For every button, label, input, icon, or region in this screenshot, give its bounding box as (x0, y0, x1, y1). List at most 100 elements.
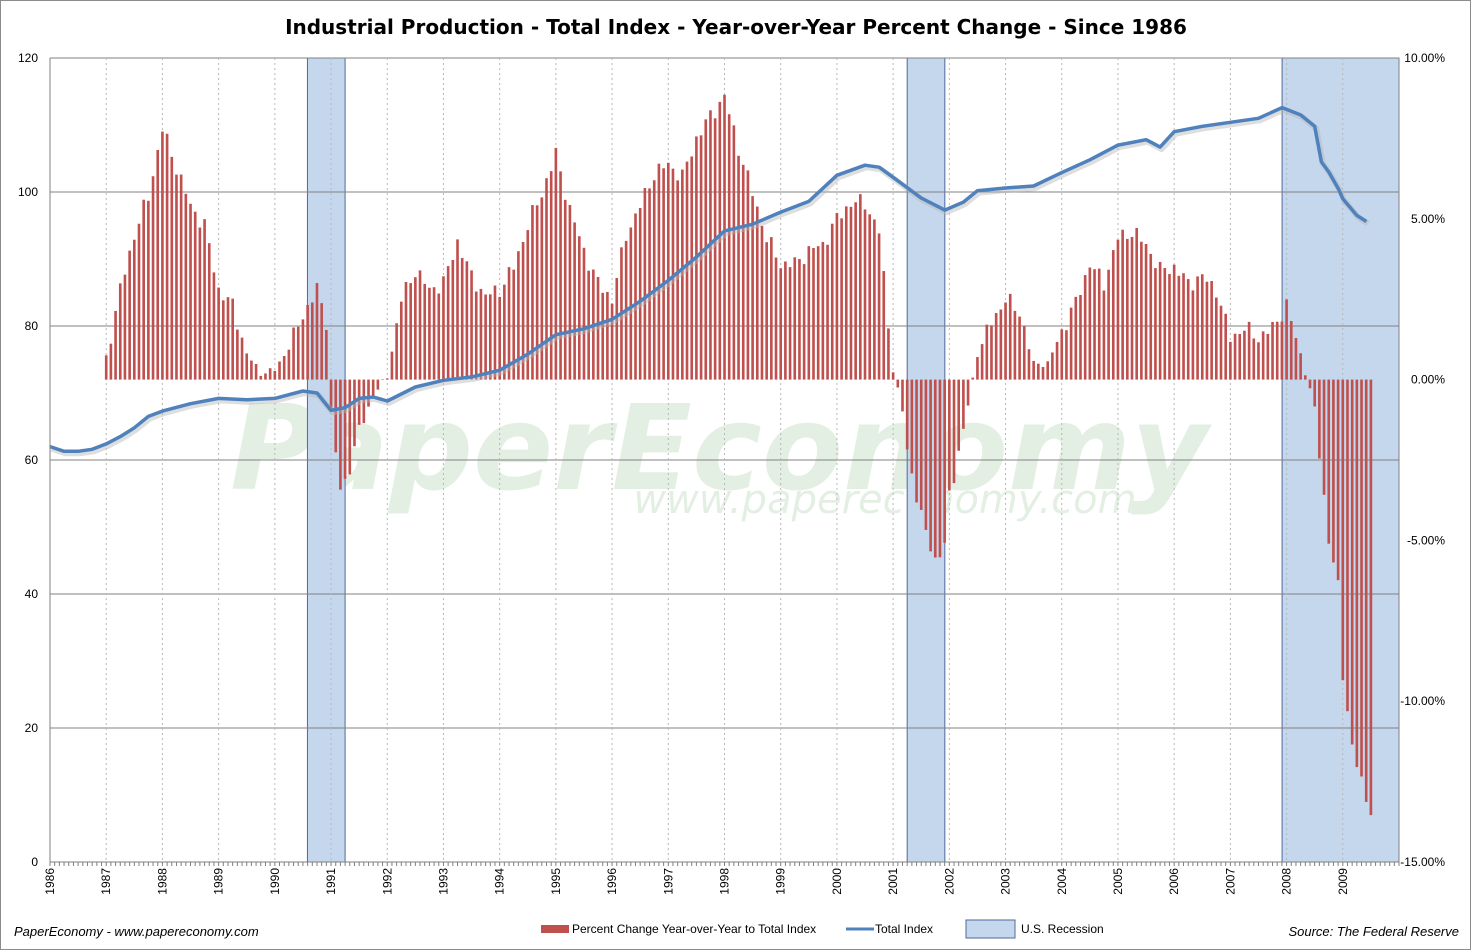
yoy-bar (990, 325, 993, 379)
footer-right: Source: The Federal Reserve (1288, 924, 1459, 939)
yoy-bar (1318, 380, 1321, 459)
footer-left: PaperEconomy - www.papereconomy.com (14, 924, 259, 939)
yoy-bar (1360, 380, 1363, 777)
yoy-bar (437, 294, 440, 380)
x-tick-label: 1991 (324, 868, 338, 895)
yoy-bar (1252, 338, 1255, 379)
yoy-bar (1173, 265, 1176, 380)
yoy-bar (1103, 290, 1106, 379)
yoy-bar (896, 380, 899, 388)
yoy-bar (653, 180, 656, 379)
yoy-bar (1327, 380, 1330, 544)
x-tick-label: 1993 (436, 868, 450, 895)
yoy-bar (1154, 268, 1157, 380)
yoy-bar (934, 380, 937, 558)
yoy-bar (953, 380, 956, 484)
yoy-bar (850, 207, 853, 380)
yoy-bar (138, 224, 141, 380)
yoy-bar (147, 201, 150, 380)
yoy-bar (1074, 297, 1077, 380)
yoy-bar (274, 371, 277, 380)
yoy-bar (194, 212, 197, 380)
yoy-bar (733, 125, 736, 379)
yoy-bar (873, 219, 876, 379)
yoy-bar (971, 378, 974, 380)
x-tick-label: 2006 (1167, 868, 1181, 895)
yoy-bar (1168, 274, 1171, 380)
x-tick-label: 2000 (830, 868, 844, 895)
yoy-bar (1042, 367, 1045, 380)
yoy-bar (737, 156, 740, 380)
yoy-bar (1229, 342, 1232, 380)
x-tick-label: 2009 (1336, 868, 1350, 895)
legend-label-bars: Percent Change Year-over-Year to Total I… (572, 922, 816, 936)
yoy-bar (761, 226, 764, 380)
yoy-bar (779, 268, 782, 379)
yoy-bar (334, 380, 337, 453)
right-tick-label: -15.00% (1400, 855, 1445, 869)
yoy-bar (1070, 308, 1073, 380)
yoy-bar (480, 289, 483, 380)
x-tick-label: 1995 (549, 868, 563, 895)
yoy-bar (569, 205, 572, 380)
yoy-bar (461, 258, 464, 380)
yoy-bar (845, 206, 848, 379)
yoy-bar (1238, 334, 1241, 380)
right-tick-label: 0.00% (1411, 373, 1445, 387)
yoy-bar (925, 380, 928, 530)
yoy-bar (283, 356, 286, 380)
x-tick-label: 2005 (1111, 868, 1125, 895)
yoy-bar (152, 176, 155, 379)
left-tick-label: 100 (18, 185, 38, 199)
yoy-bar (156, 150, 159, 380)
yoy-bar (1285, 299, 1288, 379)
yoy-bar (578, 236, 581, 379)
yoy-bar (948, 380, 951, 491)
yoy-bar (203, 219, 206, 379)
yoy-bar (1370, 380, 1373, 816)
yoy-bar (489, 294, 492, 379)
yoy-bar (1192, 290, 1195, 379)
yoy-bar (250, 361, 253, 380)
yoy-bar (470, 270, 473, 379)
yoy-bar (967, 380, 970, 406)
yoy-bar (1178, 276, 1181, 380)
yoy-bar (911, 380, 914, 474)
yoy-bar (466, 261, 469, 379)
yoy-bar (213, 272, 216, 379)
yoy-bar (1299, 353, 1302, 379)
yoy-bar (1365, 380, 1368, 802)
yoy-bar (222, 300, 225, 379)
yoy-bar (199, 228, 202, 380)
yoy-bar (976, 357, 979, 380)
yoy-bar (803, 264, 806, 379)
yoy-bar (1028, 349, 1031, 379)
x-tick-label: 1992 (380, 868, 394, 895)
yoy-bar (817, 246, 820, 379)
yoy-bar (662, 168, 665, 379)
yoy-bar (1220, 306, 1223, 380)
yoy-bar (110, 344, 113, 380)
yoy-bar (789, 267, 792, 379)
yoy-bar (639, 208, 642, 380)
right-tick-label: 5.00% (1411, 212, 1445, 226)
yoy-bar (854, 202, 857, 379)
x-tick-label: 1994 (493, 868, 507, 895)
yoy-bar (428, 288, 431, 380)
yoy-bar (302, 319, 305, 379)
legend-swatch-bars (541, 925, 569, 933)
legend-label-recession: U.S. Recession (1021, 922, 1104, 936)
yoy-bar (1201, 274, 1204, 379)
yoy-bar (419, 270, 422, 379)
yoy-bar (269, 368, 272, 379)
yoy-bar (1304, 375, 1307, 379)
yoy-bar (498, 297, 501, 380)
yoy-bar (372, 380, 375, 398)
yoy-bar (611, 304, 614, 380)
yoy-bar (447, 266, 450, 379)
yoy-bar (236, 330, 239, 380)
yoy-bar (1248, 322, 1251, 380)
yoy-bar (601, 293, 604, 380)
